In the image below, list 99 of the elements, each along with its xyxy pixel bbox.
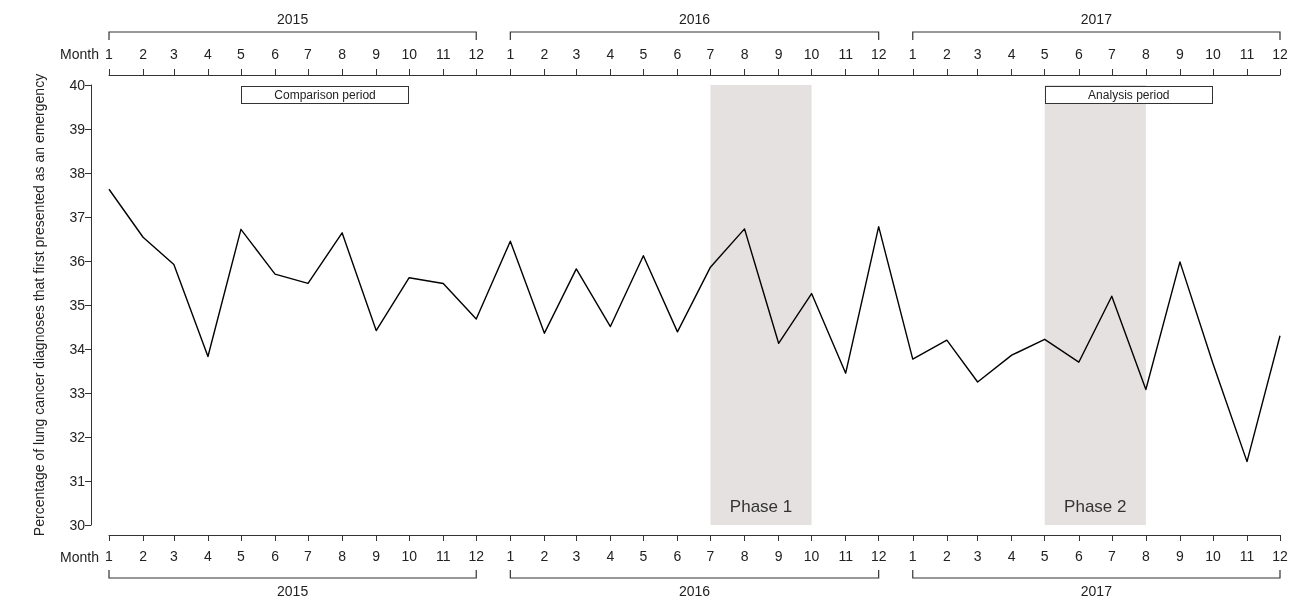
y-tick-label: 38 xyxy=(69,165,86,181)
x2-tick-label: 1 xyxy=(908,46,917,62)
y-tick-label: 31 xyxy=(69,473,86,489)
x-tick-label: 6 xyxy=(271,548,280,564)
x-tick-label: 10 xyxy=(1205,548,1221,564)
x2-tick-label: 1 xyxy=(506,46,515,62)
x-tick-label: 9 xyxy=(372,548,381,564)
x-tick-label: 6 xyxy=(673,548,682,564)
x-tick-label: 4 xyxy=(1007,548,1016,564)
x-tick-label: 1 xyxy=(908,548,917,564)
text: 2017 xyxy=(1080,583,1113,598)
x-tick-label: 2 xyxy=(942,548,951,564)
text: 2016 xyxy=(678,11,711,27)
x2-tick-label: 7 xyxy=(706,46,715,62)
x2-tick-label: 5 xyxy=(237,46,246,62)
annotation: Analysis period xyxy=(1088,88,1170,102)
x2-tick-label: 4 xyxy=(204,46,213,62)
x-tick-label: 6 xyxy=(1074,548,1083,564)
y-axis-title: Percentage of lung cancer diagnoses that first presented as an emergency xyxy=(30,73,47,537)
label-box: Comparison period xyxy=(240,86,410,104)
x-tick-label: 7 xyxy=(1107,548,1116,564)
x-tick-label: 8 xyxy=(338,548,347,564)
x2-tick-label: 3 xyxy=(973,46,982,62)
x2-tick-label: 12 xyxy=(870,46,887,62)
x-tick-label: 10 xyxy=(401,548,418,564)
y-tick-label: 40 xyxy=(69,77,86,93)
text: 2017 xyxy=(1080,11,1112,27)
text: 2015 xyxy=(277,11,309,27)
x-axis-title: Month xyxy=(60,549,99,565)
x2-tick-label: 10 xyxy=(1205,46,1221,62)
x-tick-label: 10 xyxy=(803,548,820,564)
annotation: Comparison period xyxy=(274,88,376,102)
x-tick-label: 5 xyxy=(237,548,246,564)
x2-tick-label: 10 xyxy=(803,46,820,62)
x-tick-label: 8 xyxy=(740,548,749,564)
x2-tick-label: 3 xyxy=(169,46,178,62)
x-tick-label: 2 xyxy=(139,548,148,564)
text: 2016 xyxy=(678,583,711,598)
y-tick-label: 33 xyxy=(69,385,86,401)
x-tick-label: 4 xyxy=(606,548,615,564)
band-label: Phase 1 xyxy=(729,497,793,516)
x2-tick-label: 9 xyxy=(774,46,783,62)
x-tick-label: 11 xyxy=(838,548,854,564)
y-tick-label: 39 xyxy=(69,121,86,137)
x2-axis-title: Month xyxy=(60,46,99,62)
x2-tick-label: 8 xyxy=(338,46,347,62)
x2-tick-label: 9 xyxy=(1176,46,1185,62)
x2-tick-label: 2 xyxy=(540,46,549,62)
x-tick-label: 3 xyxy=(572,548,581,564)
x2-tick-label: 6 xyxy=(271,46,280,62)
x2-tick-label: 7 xyxy=(1107,46,1116,62)
y-tick-label: 32 xyxy=(69,429,86,445)
y-tick-label: 35 xyxy=(69,297,86,313)
x2-tick-label: 11 xyxy=(435,46,451,62)
x2-tick-label: 5 xyxy=(639,46,648,62)
x-tick-label: 11 xyxy=(435,548,451,564)
x-tick-label: 5 xyxy=(1040,548,1049,564)
x2-tick-label: 11 xyxy=(838,46,854,62)
x-tick-label: 1 xyxy=(105,548,114,564)
x-tick-label: 7 xyxy=(706,548,715,564)
x2-tick-label: 3 xyxy=(572,46,581,62)
x-tick-label: 11 xyxy=(1239,548,1255,564)
line-series xyxy=(108,188,1281,463)
x2-tick-label: 12 xyxy=(1272,46,1288,62)
x2-tick-label: 7 xyxy=(304,46,313,62)
x2-tick-label: 1 xyxy=(105,46,114,62)
x2-tick-label: 4 xyxy=(1007,46,1016,62)
x-tick-label: 1 xyxy=(506,548,515,564)
x-tick-label: 4 xyxy=(204,548,213,564)
label-box: Analysis period xyxy=(1044,86,1213,104)
x2-tick-label: 8 xyxy=(740,46,749,62)
y-tick-label: 34 xyxy=(69,341,86,357)
x-tick-label: 3 xyxy=(169,548,178,564)
band-label: Phase 2 xyxy=(1064,497,1127,516)
x2-tick-label: 5 xyxy=(1040,46,1049,62)
x-tick-label: 5 xyxy=(639,548,648,564)
x-tick-label: 3 xyxy=(973,548,982,564)
x-tick-label: 9 xyxy=(1176,548,1185,564)
x-tick-label: 12 xyxy=(870,548,887,564)
x2-tick-label: 12 xyxy=(468,46,485,62)
x-tick-label: 12 xyxy=(468,548,485,564)
x2-tick-label: 2 xyxy=(139,46,148,62)
x2-tick-label: 10 xyxy=(401,46,418,62)
y-tick-label: 36 xyxy=(69,253,86,269)
x2-tick-label: 6 xyxy=(673,46,682,62)
x-tick-label: 8 xyxy=(1141,548,1150,564)
text: 2015 xyxy=(277,583,309,598)
x2-tick-label: 8 xyxy=(1141,46,1150,62)
x2-tick-label: 2 xyxy=(942,46,951,62)
x-tick-label: 12 xyxy=(1272,548,1288,564)
x2-tick-label: 6 xyxy=(1074,46,1083,62)
x-tick-label: 9 xyxy=(774,548,783,564)
x2-tick-label: 4 xyxy=(606,46,615,62)
x2-tick-label: 9 xyxy=(372,46,381,62)
x-tick-label: 7 xyxy=(304,548,313,564)
y-tick-label: 30 xyxy=(69,517,86,533)
y-tick-label: 37 xyxy=(69,209,86,225)
x-tick-label: 2 xyxy=(540,548,549,564)
x2-tick-label: 11 xyxy=(1239,46,1255,62)
